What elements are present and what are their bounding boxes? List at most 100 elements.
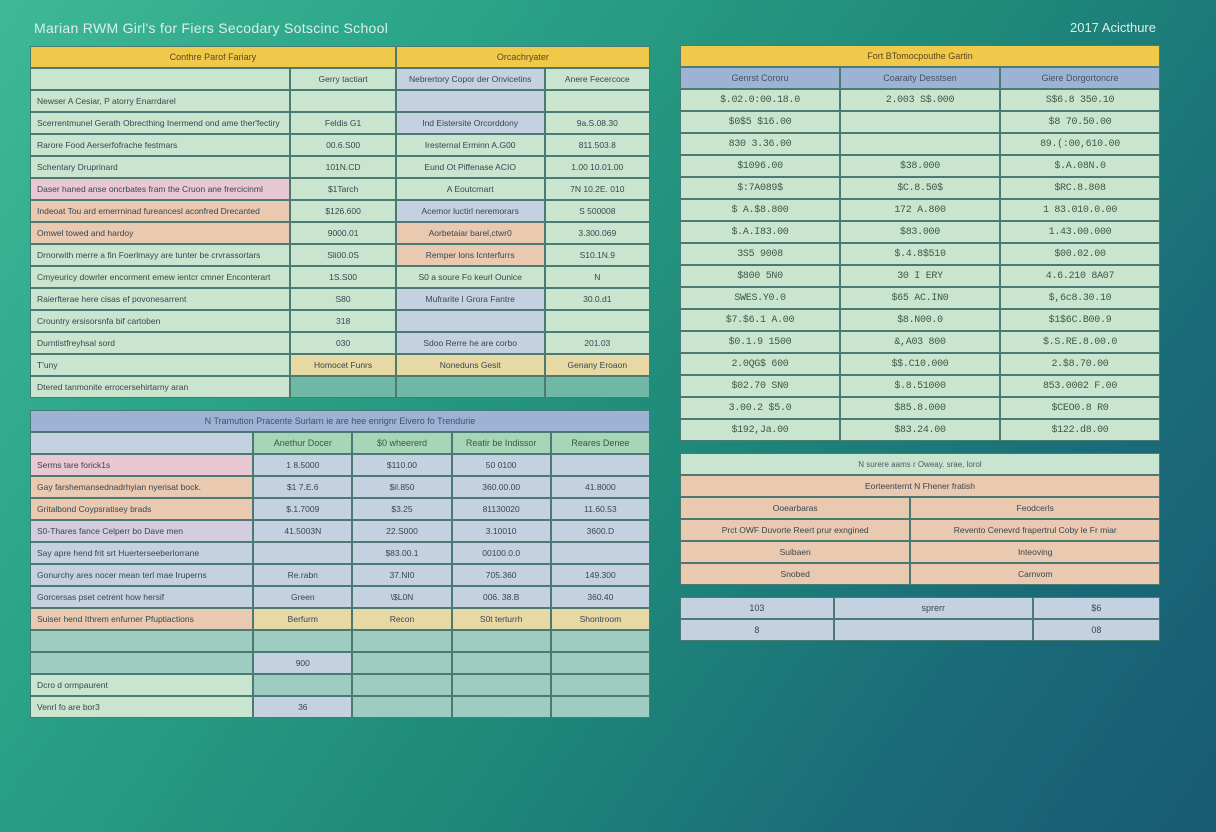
cell: 006. 38.B xyxy=(452,586,551,608)
cell: T'uny xyxy=(30,354,290,376)
cell: 37.NI0 xyxy=(352,564,451,586)
cell: Serms tare forick1s xyxy=(30,454,253,476)
t1-sub-blank xyxy=(30,68,290,90)
cell: Remper lons Icnterfurrs xyxy=(396,244,545,266)
table-row: 3S5 9008$.4.8$510$00.02.00 xyxy=(680,243,1160,265)
cell xyxy=(452,652,551,674)
cell xyxy=(30,652,253,674)
cell: 30 I ERY xyxy=(840,265,1000,287)
cell: SWES.Y0.0 xyxy=(680,287,840,309)
cell: 36 xyxy=(253,696,352,718)
cell: Feldis G1 xyxy=(290,112,395,134)
cell: Carnvom xyxy=(910,563,1160,585)
table-row: $ A.$8.800172 A.8001 83.010.0.00 xyxy=(680,199,1160,221)
table-row: Newser A Cesiar, P atorry Enarrdarel xyxy=(30,90,650,112)
cell xyxy=(290,376,395,398)
cell: 30.0.d1 xyxy=(545,288,650,310)
table-row: T'unyHomocet FunrsNoneduns GesitGenany E… xyxy=(30,354,650,376)
cell: $RC.8.808 xyxy=(1000,177,1160,199)
cell: Omwel towed and hardoy xyxy=(30,222,290,244)
left-column: Marian RWM Girl's for Fiers Secodary Sot… xyxy=(30,20,650,730)
cell: $1 7.E.6 xyxy=(253,476,352,498)
cell: Indeoat Tou ard emerrninad fureancesl ac… xyxy=(30,200,290,222)
table-row: $1096.00$38.000$.A.08N.0 xyxy=(680,155,1160,177)
cell: $1Tarch xyxy=(290,178,395,200)
cell: $.A.08N.0 xyxy=(1000,155,1160,177)
cell xyxy=(396,376,545,398)
cell: Snobed xyxy=(680,563,910,585)
cell: $126.600 xyxy=(290,200,395,222)
cell: Crountry ersisorsnfa bif cartoben xyxy=(30,310,290,332)
cell: 1.00 10.01.00 xyxy=(545,156,650,178)
cell: $1$6C.B00.9 xyxy=(1000,309,1160,331)
cell: Dcro d ormpaurent xyxy=(30,674,253,696)
cell: $8.N00.0 xyxy=(840,309,1000,331)
cell: $83.00.1 xyxy=(352,542,451,564)
cell: Green xyxy=(253,586,352,608)
cell xyxy=(253,674,352,696)
t3-c2: Coaraity Desstsen xyxy=(840,67,1000,89)
cell: 201.03 xyxy=(545,332,650,354)
cell: Iresternal Erminn A.G00 xyxy=(396,134,545,156)
cell xyxy=(396,90,545,112)
table-row: Gorcersas pset cetrent how hersifGreen\$… xyxy=(30,586,650,608)
table-row: 830 3.36.0089.(:00,610.00 xyxy=(680,133,1160,155)
table-row: Indeoat Tou ard emerrninad fureancesl ac… xyxy=(30,200,650,222)
cell: $$.C10.000 xyxy=(840,353,1000,375)
cell: $,6c8.30.10 xyxy=(1000,287,1160,309)
cell: Noneduns Gesit xyxy=(396,354,545,376)
cell: N xyxy=(545,266,650,288)
cell: 318 xyxy=(290,310,395,332)
t2-c5: Reares Denee xyxy=(551,432,650,454)
table-row: Durntistfreyhsal sord030Sdoo Rerre he ar… xyxy=(30,332,650,354)
cell: Newser A Cesiar, P atorry Enarrdarel xyxy=(30,90,290,112)
table-summary: N surere aams r Oweay. srae, lorol Eorte… xyxy=(680,453,1160,585)
cell: $38.000 xyxy=(840,155,1000,177)
cell: Schentary Druprinard xyxy=(30,156,290,178)
cell xyxy=(551,630,650,652)
cell: 08 xyxy=(1033,619,1160,641)
cell: 705.360 xyxy=(452,564,551,586)
cell xyxy=(253,542,352,564)
t2-header: N Tramution Pracente Surlarn ie are hee … xyxy=(30,410,650,432)
cell xyxy=(840,133,1000,155)
cell: Durntistfreyhsal sord xyxy=(30,332,290,354)
cell: $CEO0.8 R0 xyxy=(1000,397,1160,419)
cell xyxy=(352,674,451,696)
cell: Suibaen xyxy=(680,541,910,563)
cell xyxy=(452,696,551,718)
cell: 9000.01 xyxy=(290,222,395,244)
cell: Inteoving xyxy=(910,541,1160,563)
table-row: Gay farshemansednadrhyian nyerisat bock.… xyxy=(30,476,650,498)
cell: 103 xyxy=(680,597,834,619)
cell: Eund Ot Piffenase ACIO xyxy=(396,156,545,178)
cell: 101N.CD xyxy=(290,156,395,178)
cell: S 500008 xyxy=(545,200,650,222)
table-row: SWES.Y0.0$65 AC.IN0$,6c8.30.10 xyxy=(680,287,1160,309)
cell: Say apre hend frit srt Huerterseeberlorr… xyxy=(30,542,253,564)
cell: $00.02.00 xyxy=(1000,243,1160,265)
cell: Gay farshemansednadrhyian nyerisat bock. xyxy=(30,476,253,498)
cell: $83.24.00 xyxy=(840,419,1000,441)
cell: S10.1N.9 xyxy=(545,244,650,266)
cell xyxy=(352,652,451,674)
table-row xyxy=(30,630,650,652)
cell: $1096.00 xyxy=(680,155,840,177)
table-row: Dtered tanmonite errocersehirtarny aran xyxy=(30,376,650,398)
cell: $.1.7009 xyxy=(253,498,352,520)
cell: S0-Thares fance Celperr bo Dave men xyxy=(30,520,253,542)
page-subtitle: 2017 Acicthure xyxy=(1070,20,1156,35)
cell: 41.5003N xyxy=(253,520,352,542)
cell: Drnorwith merre a fin Foerlmayy are tunt… xyxy=(30,244,290,266)
cell xyxy=(834,619,1033,641)
cell: Gonurchy ares nocer mean terl mae Iruper… xyxy=(30,564,253,586)
cell: Ind Eistersite Orcorddony xyxy=(396,112,545,134)
table-row: $02.70 SN0$.8.51000853.0002 F.00 xyxy=(680,375,1160,397)
table-row: Scerrentmunel Gerath Obrecthing Inermend… xyxy=(30,112,650,134)
cell: $122.d8.00 xyxy=(1000,419,1160,441)
cell: 360.00.00 xyxy=(452,476,551,498)
table-row: $7.$6.1 A.00$8.N00.0$1$6C.B00.9 xyxy=(680,309,1160,331)
cell: 172 A.800 xyxy=(840,199,1000,221)
cell xyxy=(551,652,650,674)
table-row: $0.1.9 1500&,A03 800$.S.RE.8.00.0 xyxy=(680,331,1160,353)
